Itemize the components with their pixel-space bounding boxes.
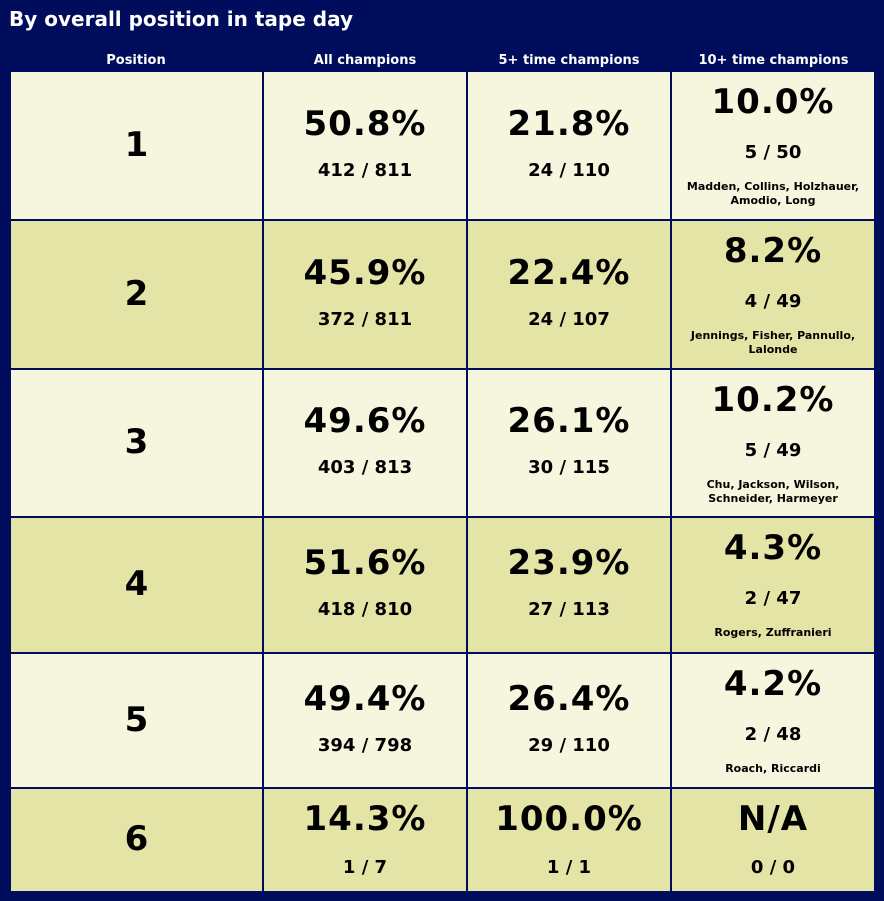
header-10plus-champions: 10+ time champions [698, 53, 849, 68]
ten-stat-cell: 10.2% 5 / 49 Chu, Jackson, Wilson, Schneid… [672, 370, 874, 516]
position-number: 6 [124, 819, 149, 859]
champion-names: Roach, Riccardi [725, 762, 821, 775]
header-all-champions: All champions [313, 53, 417, 68]
percentage-value: 4.3% [723, 528, 823, 568]
champion-names: Rogers, Zuffranieri [714, 626, 832, 639]
fraction-value: 24 / 110 [528, 160, 610, 181]
fraction-value: 394 / 798 [317, 735, 413, 756]
champion-names: Madden, Collins, Holzhauer, Amodio, Long [686, 180, 860, 207]
percentage-value: 23.9% [507, 543, 631, 583]
all-stat-cell: 50.8% 412 / 811 [264, 72, 466, 219]
percentage-value: 22.4% [507, 253, 631, 293]
position-cell: 5 [11, 654, 262, 787]
fraction-value: 5 / 49 [744, 440, 802, 461]
position-cell: 6 [11, 789, 262, 891]
fraction-value: 2 / 48 [744, 724, 802, 745]
ten-stat-cell: 8.2% 4 / 49 Jennings, Fisher, Pannullo, La… [672, 221, 874, 368]
fraction-value: 418 / 810 [317, 599, 413, 620]
percentage-value: 100.0% [495, 799, 643, 839]
percentage-value: 26.1% [507, 401, 631, 441]
position-number: 4 [124, 564, 149, 604]
header-position: Position [106, 53, 166, 68]
percentage-value: 14.3% [303, 799, 427, 839]
champion-names: Jennings, Fisher, Pannullo, Lalonde [690, 329, 856, 356]
fraction-value: 2 / 47 [744, 588, 802, 609]
all-stat-cell: 49.6% 403 / 813 [264, 370, 466, 516]
ten-stat-cell: 4.3% 2 / 47 Rogers, Zuffranieri [672, 518, 874, 652]
percentage-value: 10.0% [711, 82, 835, 122]
fraction-value: 5 / 50 [744, 142, 802, 163]
five-stat-cell: 22.4% 24 / 107 [468, 221, 670, 368]
ten-stat-cell: N/A 0 / 0 [672, 789, 874, 891]
percentage-value: 26.4% [507, 679, 631, 719]
fraction-value: 4 / 49 [744, 291, 802, 312]
position-cell: 1 [11, 72, 262, 219]
fraction-value: 0 / 0 [750, 857, 796, 878]
position-number: 1 [124, 124, 149, 165]
position-cell: 4 [11, 518, 262, 652]
percentage-value: 51.6% [303, 543, 427, 583]
page-title: By overall position in tape day [9, 7, 353, 31]
fraction-value: 1 / 1 [546, 857, 592, 878]
position-cell: 3 [11, 370, 262, 516]
fraction-value: 24 / 107 [528, 309, 610, 330]
ten-stat-cell: 10.0% 5 / 50 Madden, Collins, Holzhauer, A… [672, 72, 874, 219]
fraction-value: 29 / 110 [528, 735, 610, 756]
five-stat-cell: 100.0% 1 / 1 [468, 789, 670, 891]
fraction-value: 412 / 811 [317, 160, 413, 181]
all-stat-cell: 49.4% 394 / 798 [264, 654, 466, 787]
all-stat-cell: 14.3% 1 / 7 [264, 789, 466, 891]
position-number: 2 [124, 273, 149, 314]
percentage-value: 10.2% [711, 380, 835, 420]
percentage-value: N/A [737, 799, 809, 839]
percentage-value: 49.6% [303, 401, 427, 441]
fraction-value: 403 / 813 [317, 457, 413, 478]
all-stat-cell: 45.9% 372 / 811 [264, 221, 466, 368]
fraction-value: 27 / 113 [528, 599, 610, 620]
fraction-value: 372 / 811 [317, 309, 413, 330]
percentage-value: 50.8% [303, 104, 427, 144]
percentage-value: 8.2% [723, 231, 823, 271]
fraction-value: 1 / 7 [342, 857, 388, 878]
position-cell: 2 [11, 221, 262, 368]
stats-table: 1 50.8% 412 / 811 21.8% 24 / 110 10.0% 5 / 50 M… [10, 71, 875, 892]
header-5plus-champions: 5+ time champions [498, 53, 640, 68]
percentage-value: 45.9% [303, 253, 427, 293]
five-stat-cell: 26.4% 29 / 110 [468, 654, 670, 787]
five-stat-cell: 23.9% 27 / 113 [468, 518, 670, 652]
table-header: Position All champions 5+ time champions… [10, 50, 875, 72]
percentage-value: 49.4% [303, 679, 427, 719]
all-stat-cell: 51.6% 418 / 810 [264, 518, 466, 652]
five-stat-cell: 21.8% 24 / 110 [468, 72, 670, 219]
position-number: 3 [124, 422, 149, 462]
ten-stat-cell: 4.2% 2 / 48 Roach, Riccardi [672, 654, 874, 787]
champion-names: Chu, Jackson, Wilson, Schneider, Harmeye… [706, 478, 840, 505]
position-number: 5 [124, 699, 149, 740]
five-stat-cell: 26.1% 30 / 115 [468, 370, 670, 516]
percentage-value: 4.2% [723, 664, 823, 704]
percentage-value: 21.8% [507, 104, 631, 144]
fraction-value: 30 / 115 [528, 457, 610, 478]
